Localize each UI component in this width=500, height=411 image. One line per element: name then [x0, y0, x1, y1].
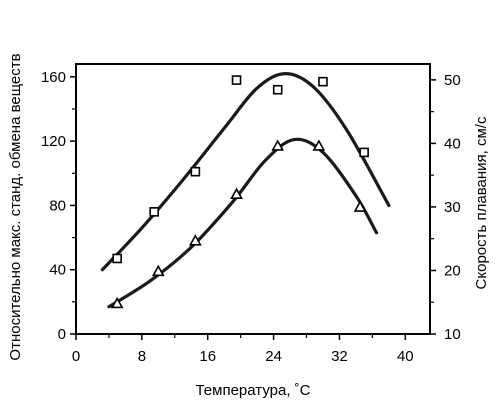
- fitted-curves: [100, 72, 391, 309]
- y-right-tick-label: 10: [444, 326, 461, 343]
- triangle-marker: [151, 264, 165, 277]
- square-marker: [149, 207, 160, 217]
- square-marker: [359, 147, 369, 158]
- y-right-tick-label: 50: [444, 72, 461, 89]
- y-right-axis-title: Скорость плавания, см/с: [473, 116, 490, 289]
- y-left-tick-label: 160: [41, 69, 66, 86]
- data-markers: [110, 75, 369, 309]
- triangle-marker: [271, 139, 285, 151]
- x-tick-label: 0: [72, 348, 80, 365]
- y-right-tick-label: 30: [444, 199, 461, 216]
- y-left-tick-label: 0: [58, 326, 66, 343]
- y-right-tick-label: 20: [444, 262, 461, 279]
- square-marker: [318, 76, 328, 87]
- y-right-tick-label: 40: [444, 135, 461, 152]
- fitted-curve-2: [107, 137, 379, 309]
- y-left-axis-title: Относительно макс. станд. обмена веществ: [7, 53, 24, 360]
- x-tick-label: 40: [397, 348, 414, 365]
- triangle-marker: [353, 200, 367, 212]
- x-axis-title: Температура, ˚С: [195, 382, 310, 399]
- square-marker: [272, 84, 283, 95]
- square-marker: [190, 166, 201, 177]
- triangle-marker: [189, 234, 202, 246]
- x-tick-label: 32: [331, 348, 348, 365]
- y-left-tick-label: 40: [49, 262, 66, 279]
- triangle-marker: [312, 139, 326, 151]
- triangle-marker: [110, 296, 124, 309]
- y-left-tick-label: 80: [49, 197, 66, 214]
- x-axis-ticks: 0 8 16 24 32 40: [72, 334, 414, 365]
- x-tick-label: 16: [199, 348, 216, 365]
- y-right-axis-ticks: 10 20 30 40 50: [430, 72, 461, 343]
- square-marker: [112, 253, 122, 264]
- x-tick-label: 8: [138, 348, 146, 365]
- plot-frame: [75, 63, 431, 335]
- y-left-axis-ticks: 0 40 80 120 160: [41, 69, 76, 343]
- square-marker: [231, 75, 242, 85]
- fitted-curve-1: [100, 72, 391, 272]
- triangle-marker: [230, 187, 243, 199]
- x-tick-label: 24: [265, 348, 282, 365]
- y-left-tick-label: 120: [41, 133, 66, 150]
